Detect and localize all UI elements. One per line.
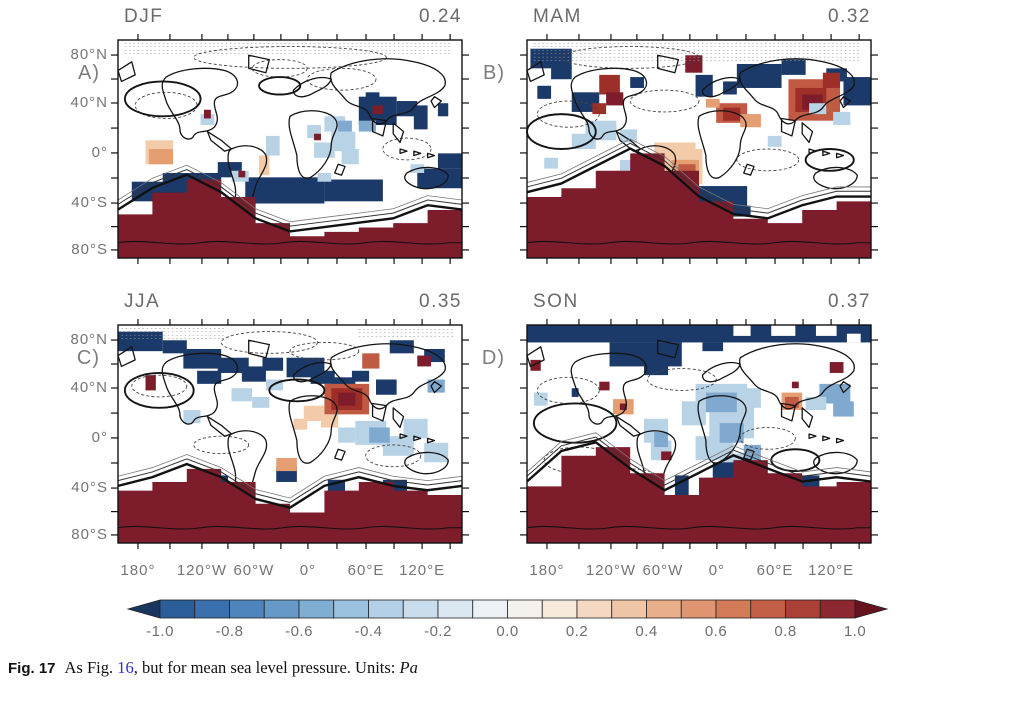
lon-tick-label: 60°E (347, 562, 385, 579)
colorbar-tick-label: 0.6 (704, 623, 728, 640)
panel-title-son: SON 0.37 (527, 291, 871, 317)
colorbar-tick-label: -0.4 (354, 623, 383, 640)
panel-letter-d: D) (481, 347, 505, 369)
caption-units: Pa (399, 658, 418, 677)
lat-tick-label: 0° (91, 428, 108, 446)
map-panel-jja (111, 319, 469, 549)
lon-tick-label: 120°W (176, 562, 228, 579)
colorbar-tick-label: -0.2 (424, 623, 452, 640)
colorbar-tick-label: 0.8 (774, 623, 797, 640)
colorbar-tick-label: 0.4 (635, 623, 658, 640)
panel-title-djf: DJF 0.24 (118, 6, 462, 32)
caption-text-before: As Fig. (64, 658, 118, 677)
lat-tick-label: 0° (91, 143, 108, 161)
pattern-correlation-value: 0.35 (419, 291, 462, 312)
longitude-axis-labels: 180° 120°W 60°W 0° 60°E 120°E (527, 562, 871, 582)
season-label: JJA (124, 291, 161, 312)
lon-tick-label: 0° (708, 562, 726, 579)
colorbar-tick-label: -0.8 (215, 623, 244, 640)
lat-tick-label: 40°S (71, 479, 108, 497)
lon-tick-label: 60°E (756, 562, 794, 579)
colorbar-tick-label: 0.2 (565, 623, 589, 640)
lat-tick-label: 80°S (71, 240, 108, 258)
lon-tick-label: 180° (529, 562, 565, 579)
latitude-axis-labels: 80°N 40°N 0° 40°S 80°S (28, 40, 108, 258)
caption-label: Fig. 17 (8, 660, 56, 677)
lon-tick-label: 120°E (808, 562, 855, 579)
pattern-correlation-value: 0.32 (828, 6, 871, 27)
pattern-correlation-value: 0.37 (828, 291, 871, 312)
lon-tick-label: 60°W (642, 562, 684, 579)
lon-tick-label: 0° (299, 562, 317, 579)
colorbar-tick-label: 1.0 (843, 623, 867, 640)
panel-title-jja: JJA 0.35 (118, 291, 462, 317)
caption-text-after: , but for mean sea level pressure. Units… (133, 658, 400, 677)
panel-letter-b: B) (483, 62, 505, 84)
lat-tick-label: 80°N (70, 46, 108, 64)
lat-tick-label: 80°N (70, 331, 108, 349)
panel-title-mam: MAM 0.32 (527, 6, 871, 32)
season-label: MAM (533, 6, 582, 27)
lat-tick-label: 40°N (70, 379, 108, 396)
season-label: SON (533, 291, 579, 312)
map-panel-djf (111, 34, 469, 264)
colorbar-labels: -1.0 -0.8 -0.6 -0.4 -0.2 0.0 0.2 0.4 0.6 0.8 1.0 (128, 623, 888, 641)
colorbar-tick-label: 0.0 (496, 623, 519, 640)
figure-16-link[interactable]: 16 (117, 658, 134, 677)
lon-tick-label: 120°E (399, 562, 446, 579)
panel-letter-a: A) (78, 62, 100, 84)
map-panel-mam (520, 34, 878, 264)
map-panel-son (520, 319, 878, 549)
pattern-correlation-value: 0.24 (419, 6, 462, 27)
figure-caption: Fig. 17 As Fig. 16, but for mean sea leve… (8, 658, 768, 678)
lat-tick-label: 40°N (70, 94, 108, 111)
colorbar-tick-label: -0.6 (285, 623, 313, 640)
lat-tick-label: 80°S (71, 525, 108, 543)
colorbar-tick-label: -1.0 (146, 623, 174, 640)
lat-tick-label: 40°S (71, 194, 108, 212)
lon-tick-label: 60°W (233, 562, 275, 579)
lon-tick-label: 120°W (585, 562, 637, 579)
latitude-axis-labels: 80°N 40°N 0° 40°S 80°S (28, 325, 108, 543)
longitude-axis-labels: 180° 120°W 60°W 0° 60°E 120°E (118, 562, 462, 582)
lon-tick-label: 180° (120, 562, 156, 579)
season-label: DJF (124, 6, 164, 27)
colorbar (126, 599, 889, 619)
panel-letter-c: C) (76, 347, 100, 369)
